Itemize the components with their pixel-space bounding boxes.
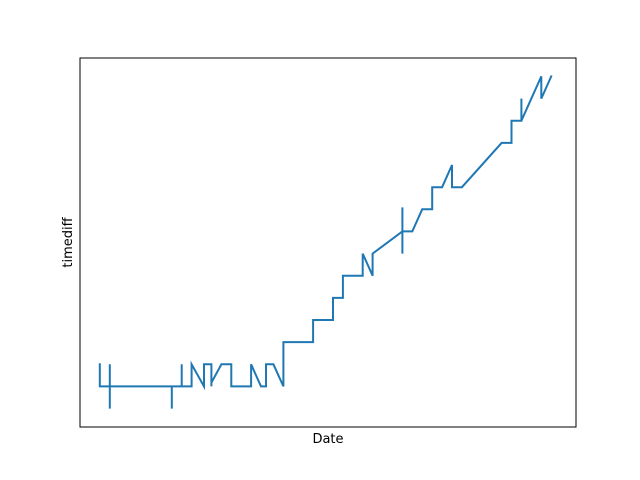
series-line-1 [98, 75, 553, 409]
plot-frame [79, 57, 577, 428]
x-axis-label: Date [312, 432, 343, 447]
y-axis-label: timediff [61, 216, 76, 267]
plot-area [98, 75, 553, 409]
